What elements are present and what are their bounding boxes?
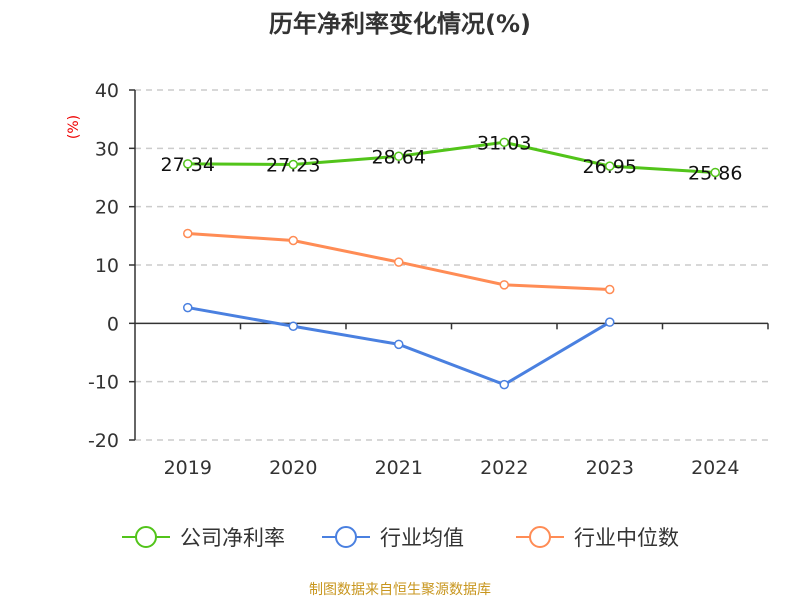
- data-label: 25.86: [688, 162, 742, 184]
- data-point: [183, 159, 193, 169]
- data-point: [499, 280, 509, 290]
- data-label: 27.23: [266, 154, 320, 176]
- data-point: [288, 321, 298, 331]
- y-tick-label: 10: [95, 255, 119, 277]
- y-tick-label: -20: [88, 430, 119, 452]
- x-tick-label: 2019: [164, 457, 212, 479]
- legend-label: 公司净利率: [180, 526, 285, 550]
- chart-title: 历年净利率变化情况(%): [269, 10, 531, 38]
- data-point: [605, 284, 615, 295]
- legend-label: 行业均值: [380, 526, 464, 550]
- series-line: [187, 140, 716, 174]
- data-point: [288, 235, 298, 246]
- y-tick-label: -10: [88, 372, 119, 394]
- x-tick-label: 2024: [691, 457, 739, 479]
- legend-marker: [135, 526, 157, 548]
- source-note: 制图数据来自恒生聚源数据库: [309, 582, 491, 598]
- x-tick-label: 2022: [480, 457, 528, 479]
- x-tick-label: 2021: [375, 457, 423, 479]
- data-label: 31.03: [477, 132, 531, 154]
- data-label: 27.34: [161, 154, 215, 176]
- legend-marker: [529, 526, 551, 548]
- data-label: 26.95: [583, 156, 637, 178]
- x-tick-label: 2023: [586, 457, 634, 479]
- data-point: [288, 159, 298, 170]
- data-point: [394, 257, 404, 267]
- data-point: [605, 317, 615, 327]
- y-tick-label: 30: [95, 138, 119, 160]
- data-point: [394, 151, 404, 162]
- legend-marker: [335, 526, 357, 548]
- legend-label: 行业中位数: [574, 526, 679, 550]
- data-point: [499, 379, 509, 390]
- y-tick-label: 40: [95, 80, 119, 102]
- data-point: [183, 302, 193, 313]
- data-label: 28.64: [372, 146, 426, 168]
- data-point: [183, 228, 193, 239]
- data-point: [605, 161, 615, 171]
- data-point: [499, 137, 509, 148]
- y-axis-label: (%): [66, 115, 82, 139]
- y-tick-label: 20: [95, 197, 119, 219]
- y-tick-label: 0: [107, 313, 119, 335]
- data-point: [710, 167, 720, 178]
- x-tick-label: 2020: [269, 457, 317, 479]
- data-point: [394, 339, 404, 350]
